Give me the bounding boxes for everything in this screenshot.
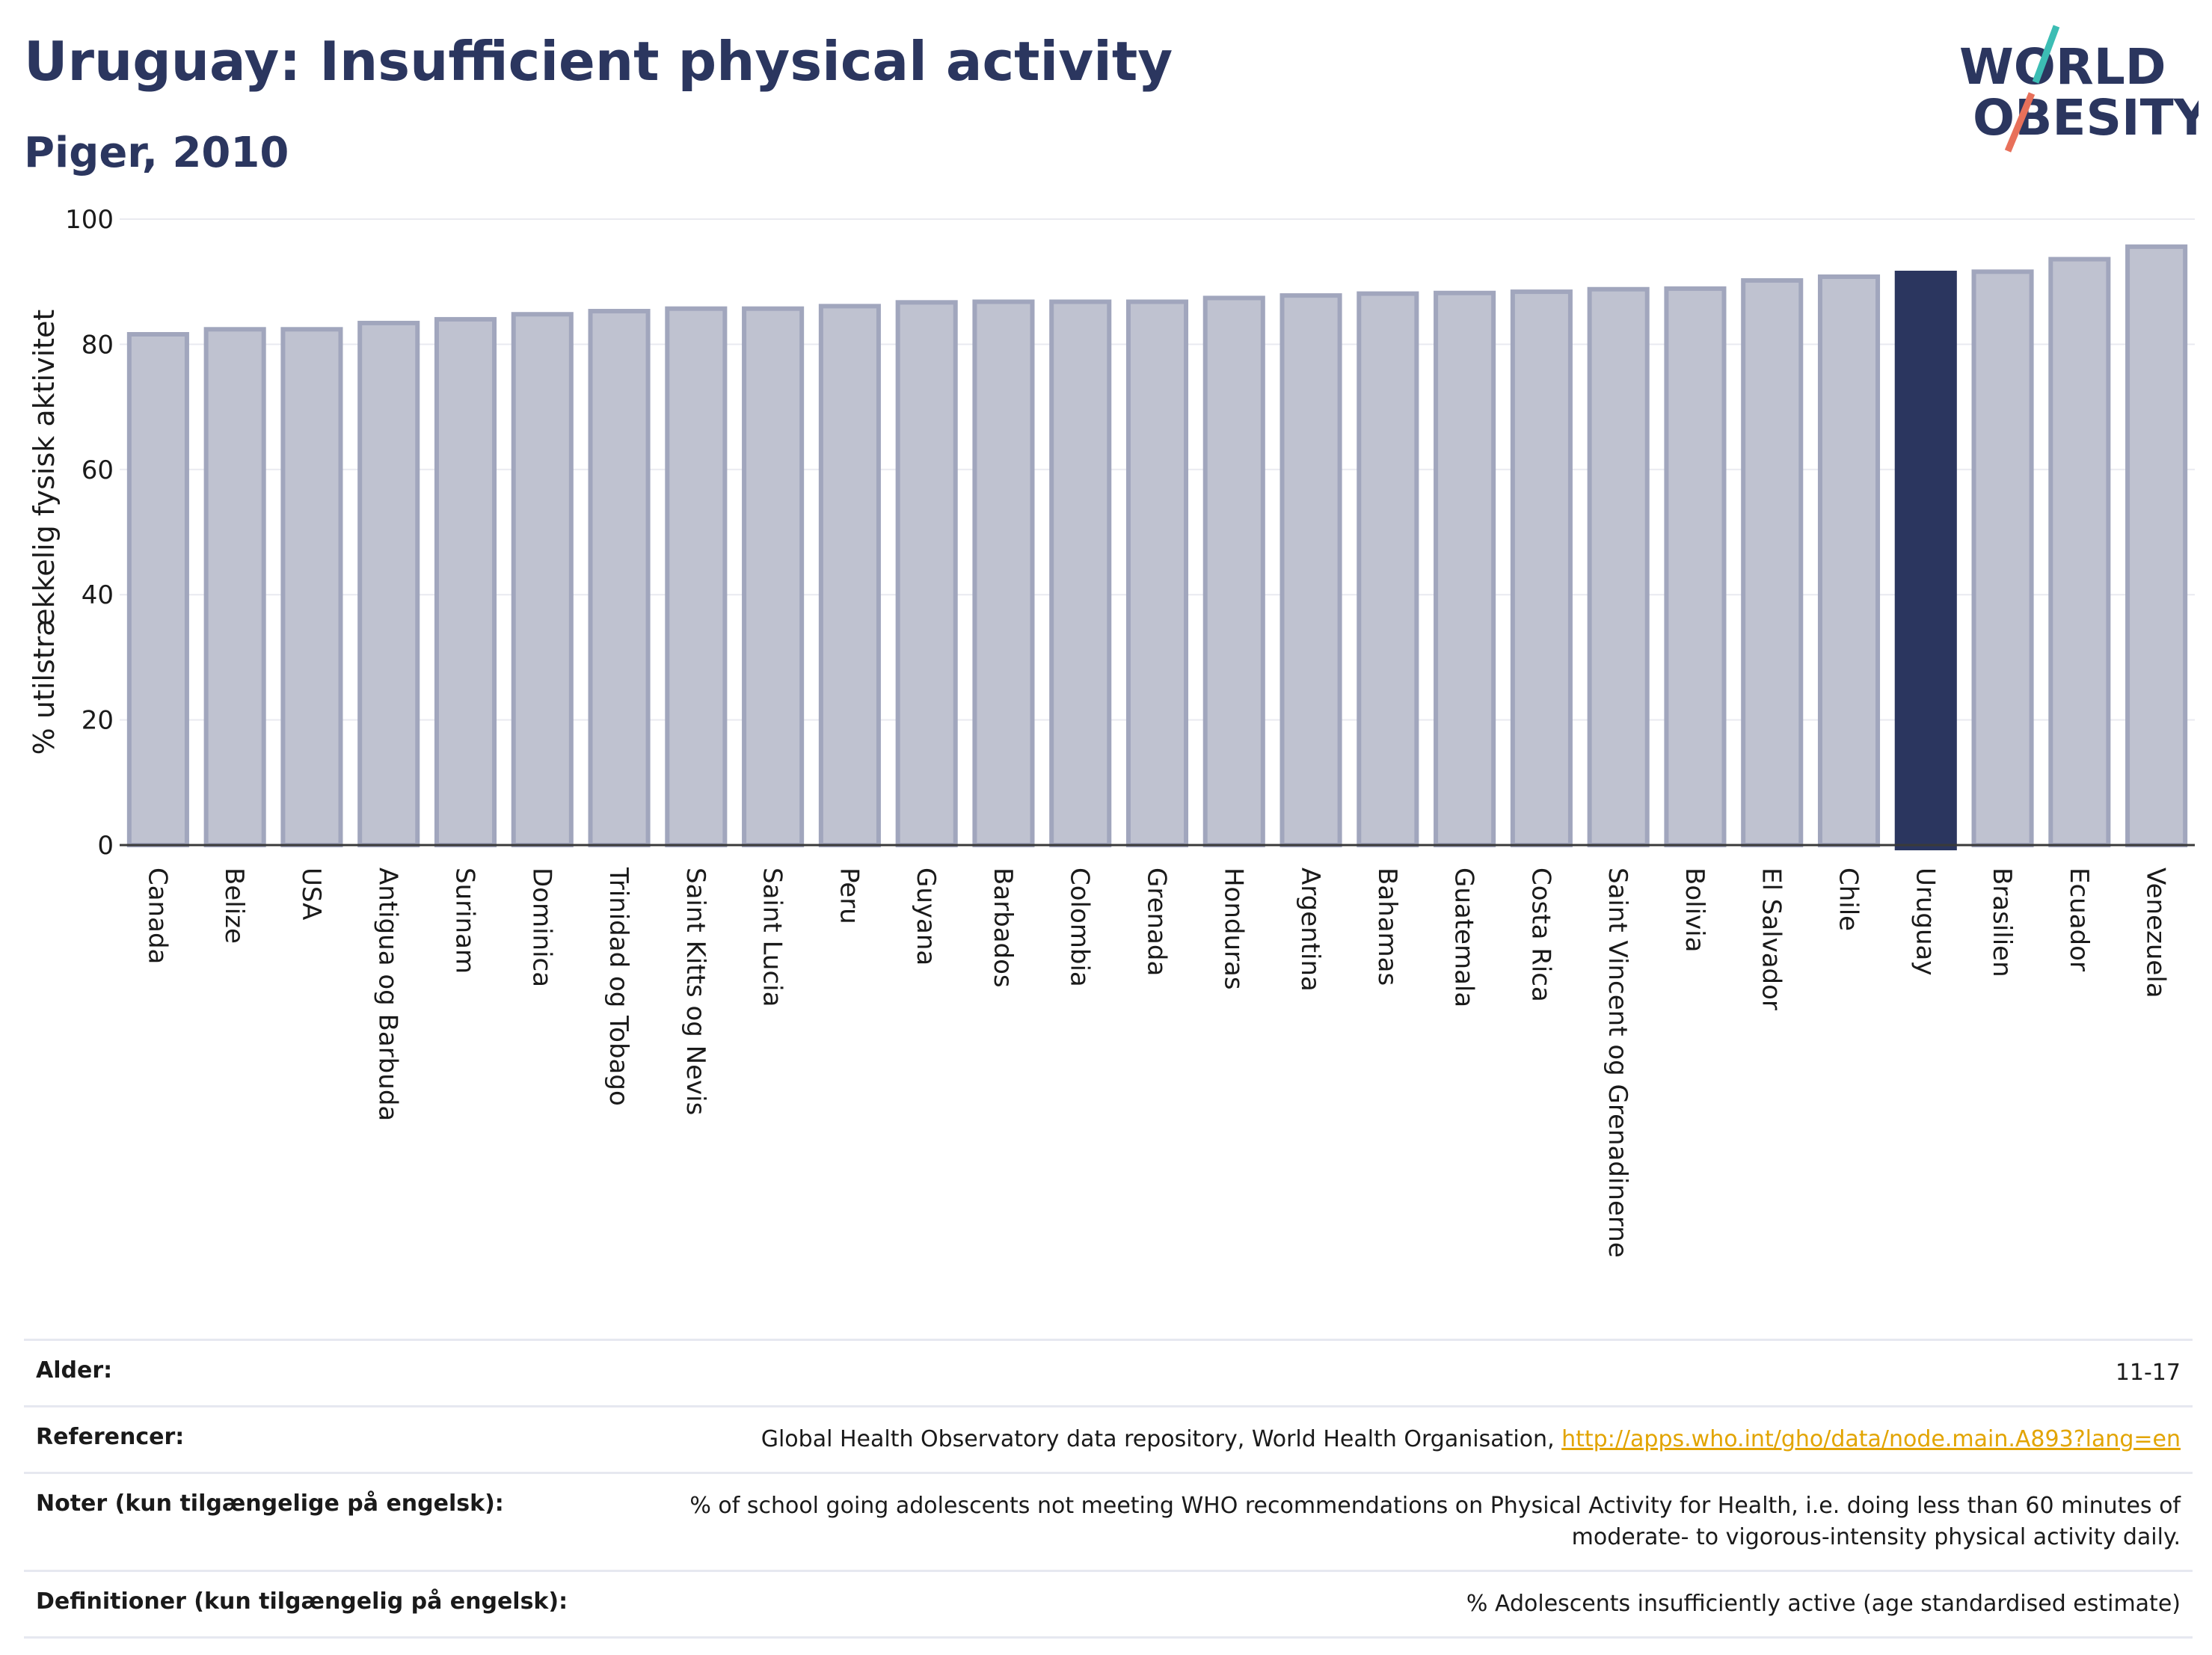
- y-tick-label: 80: [82, 330, 114, 360]
- info-key: Alder:: [36, 1357, 113, 1384]
- info-key: Referencer:: [36, 1424, 185, 1450]
- x-tick-label: Colombia: [1065, 868, 1095, 987]
- bar-saint-vincent-og-grenadinerne: [1587, 286, 1650, 847]
- bar-grenada: [1125, 299, 1189, 847]
- x-tick-label: USA: [296, 868, 326, 920]
- y-tick-label: 20: [82, 706, 114, 736]
- x-tick-label: Bahamas: [1372, 868, 1402, 986]
- x-tick-label: Grenada: [1142, 868, 1172, 976]
- y-tick-label: 0: [97, 831, 114, 861]
- bar-argentina: [1279, 293, 1342, 847]
- info-value: % Adolescents insufficiently active (age…: [1466, 1591, 2181, 1617]
- bar-chart: 0 20 40 60 80 100 Canada Belize USA Antigua og B…: [28, 205, 2195, 1258]
- page-subtitle: Piger, 2010: [24, 129, 289, 177]
- bar-surinam: [434, 316, 497, 848]
- bar-costa-rica: [1510, 289, 1573, 848]
- x-tick-label: Saint Kitts og Nevis: [681, 868, 710, 1115]
- y-ticks: 0 20 40 60 80 100: [65, 205, 114, 861]
- x-tick-label: Argentina: [1295, 868, 1325, 992]
- x-tick-label: Chile: [1834, 868, 1864, 931]
- y-axis-label: % utilstrækkelig fysisk aktivitet: [28, 310, 61, 755]
- x-tick-label: Venezuela: [2141, 868, 2171, 998]
- bar-ecuador: [2048, 257, 2111, 847]
- x-tick-label: Antigua og Barbuda: [373, 868, 403, 1121]
- bar-chile: [1817, 274, 1881, 847]
- bar-barbados: [972, 299, 1035, 847]
- bars: [126, 244, 2188, 850]
- bar-antigua-og-barbuda: [357, 320, 420, 847]
- reference-link[interactable]: http://apps.who.int/gho/data/node.main.A…: [1561, 1426, 2181, 1452]
- info-row-notes: Noter (kun tilgængelige på engelsk): % o…: [24, 1472, 2193, 1570]
- logo-text-line1: WORLD: [1959, 38, 2166, 96]
- bar-bahamas: [1357, 291, 1419, 847]
- world-obesity-logo: WORLD OBESITY: [1959, 25, 2199, 153]
- x-tick-label: Honduras: [1218, 868, 1248, 990]
- y-tick-label: 100: [65, 205, 114, 235]
- bar-brasilien: [1971, 269, 2034, 848]
- info-row-definitions: Definitioner (kun tilgængelig på engelsk…: [24, 1570, 2193, 1639]
- logo-slash-coral: [2004, 92, 2036, 153]
- x-tick-label: Costa Rica: [1526, 868, 1555, 1002]
- bar-saint-lucia: [742, 306, 805, 848]
- info-value: % of school going adolescents not meetin…: [689, 1493, 2181, 1550]
- x-tick-label: Guatemala: [1449, 868, 1479, 1007]
- bar-guyana: [895, 300, 958, 848]
- x-tick-label: Brasilien: [1987, 868, 2017, 977]
- x-tick-label: Belize: [219, 868, 249, 944]
- bar-honduras: [1202, 295, 1265, 848]
- x-tick-label: Surinam: [450, 868, 480, 974]
- bar-canada: [126, 332, 189, 847]
- info-key: Noter (kun tilgængelige på engelsk):: [36, 1490, 504, 1517]
- info-value: Global Health Observatory data repositor…: [761, 1424, 2181, 1455]
- bar-uruguay: [1894, 270, 1957, 850]
- y-tick-label: 40: [82, 580, 114, 610]
- info-row-references: Referencer: Global Health Observatory da…: [24, 1405, 2193, 1472]
- bar-el-salvador: [1741, 278, 1804, 847]
- x-ticks: Canada Belize USA Antigua og Barbuda Surinam…: [142, 867, 2170, 1258]
- x-tick-label: El Salvador: [1757, 868, 1787, 1010]
- bar-venezuela: [2125, 244, 2188, 847]
- x-tick-label: Dominica: [526, 868, 556, 987]
- bar-colombia: [1049, 299, 1112, 847]
- bar-peru: [818, 304, 881, 847]
- x-tick-label: Trinidad og Tobago: [603, 867, 633, 1106]
- x-tick-label: Ecuador: [2064, 868, 2094, 971]
- info-value: 11-17: [2115, 1360, 2181, 1386]
- x-tick-label: Uruguay: [1910, 868, 1940, 976]
- x-tick-label: Saint Vincent og Grenadinerne: [1603, 868, 1632, 1258]
- x-tick-label: Guyana: [911, 868, 941, 965]
- x-tick-label: Saint Lucia: [758, 868, 787, 1007]
- bar-dominica: [511, 312, 574, 847]
- logo-slash-teal: [2032, 25, 2060, 84]
- x-tick-label: Bolivia: [1680, 868, 1709, 952]
- info-row-age: Alder: 11-17: [24, 1339, 2193, 1405]
- page-title: Uruguay: Insufficient physical activity: [24, 30, 1173, 93]
- x-tick-label: Peru: [834, 868, 864, 924]
- x-tick-label: Barbados: [988, 868, 1018, 988]
- bar-belize: [203, 327, 266, 847]
- bar-trinidad-og-tobago: [588, 309, 651, 847]
- bar-guatemala: [1434, 290, 1496, 847]
- info-key: Definitioner (kun tilgængelig på engelsk…: [36, 1588, 568, 1615]
- y-tick-label: 60: [82, 455, 114, 485]
- bar-saint-kitts-og-nevis: [665, 306, 728, 848]
- reference-text: Global Health Observatory data repositor…: [761, 1426, 1562, 1452]
- x-tick-label: Canada: [142, 868, 172, 964]
- bar-bolivia: [1664, 286, 1727, 848]
- bar-usa: [280, 327, 343, 847]
- info-table: Alder: 11-17 Referencer: Global Health O…: [24, 1339, 2193, 1639]
